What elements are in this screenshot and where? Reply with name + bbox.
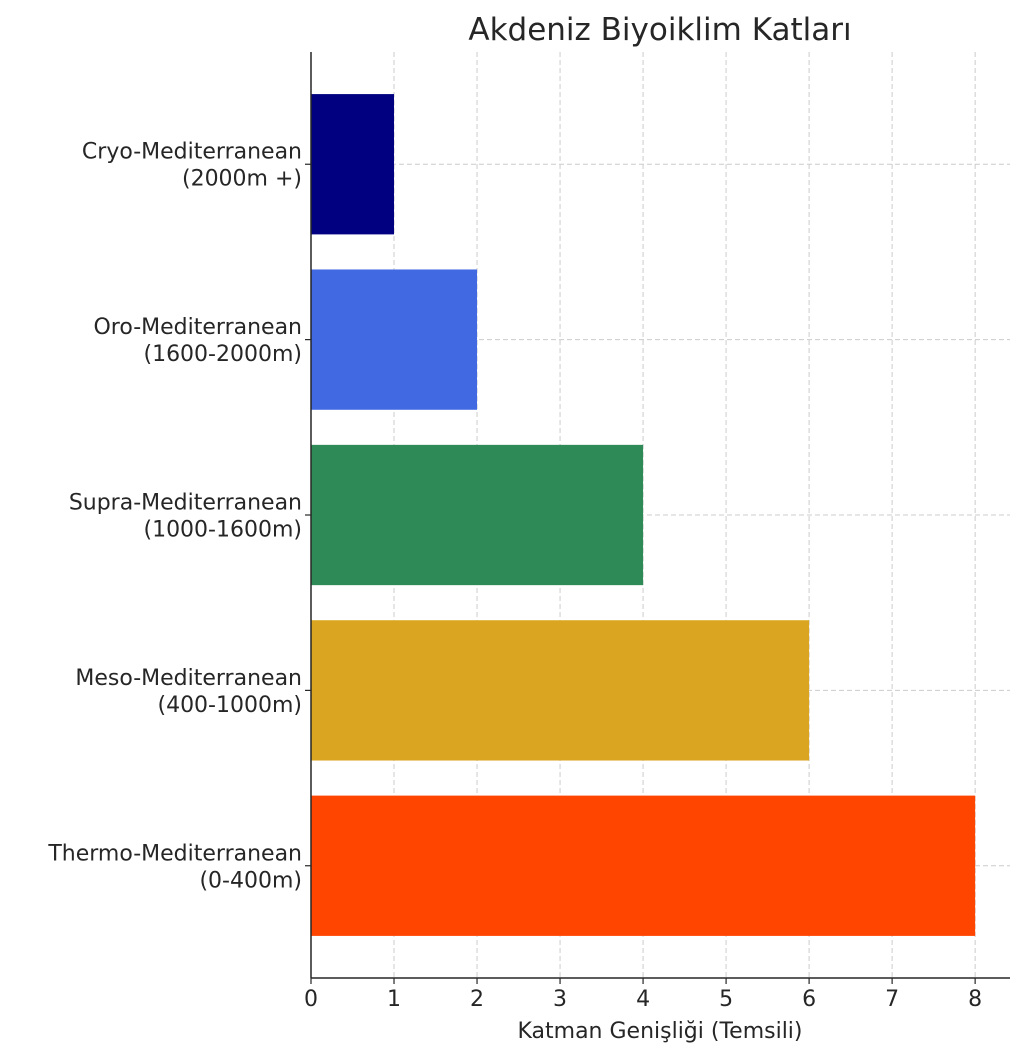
bar [311, 94, 395, 235]
bar [311, 269, 478, 410]
x-tick-label: 3 [553, 987, 567, 1012]
y-tick-label: (1000-1600m) [143, 518, 302, 543]
chart-title: Akdeniz Biyoiklim Katları [468, 12, 851, 48]
bar [311, 620, 810, 761]
x-tick-label: 4 [636, 987, 650, 1012]
y-tick-label: Thermo-Mediterranean [47, 841, 302, 866]
bar [311, 444, 644, 586]
bars [311, 94, 976, 936]
x-tick-label: 8 [968, 987, 982, 1012]
x-tick-label: 0 [304, 987, 318, 1012]
x-tick-label: 1 [387, 987, 401, 1012]
x-tick-label: 5 [719, 987, 733, 1012]
y-tick-label: Cryo-Mediterranean [82, 140, 302, 165]
x-axis-label: Katman Genişliği (Temsili) [517, 1019, 802, 1044]
x-tick-label: 6 [802, 987, 816, 1012]
bar [311, 795, 976, 936]
y-tick-label: (1600-2000m) [143, 342, 302, 367]
y-tick-label: Supra-Mediterranean [69, 491, 302, 516]
x-tick-label: 2 [470, 987, 484, 1012]
y-tick-label: (2000m +) [182, 167, 302, 192]
y-ticks: Thermo-Mediterranean(0-400m) Meso-Mediter… [47, 140, 311, 893]
y-tick-label: (0-400m) [199, 868, 302, 893]
x-ticks: 0 1 2 3 4 5 6 7 8 [304, 978, 982, 1012]
x-tick-label: 7 [885, 987, 899, 1012]
y-tick-label: Oro-Mediterranean [93, 315, 302, 340]
y-tick-label: Meso-Mediterranean [75, 666, 302, 691]
y-tick-label: (400-1000m) [157, 693, 302, 718]
